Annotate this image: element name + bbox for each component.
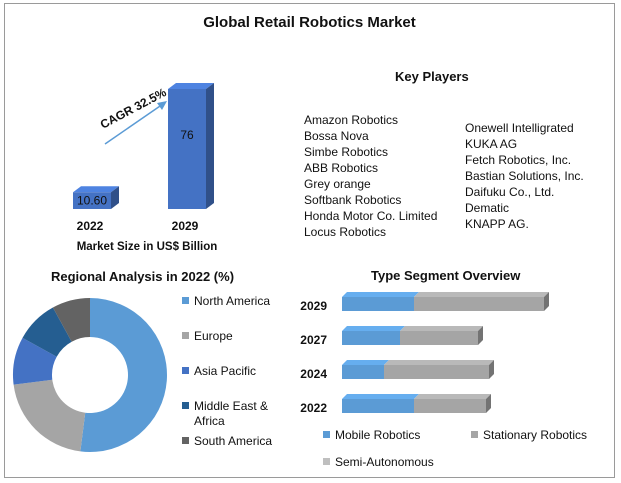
donut-slice-middle-east-africa xyxy=(22,307,72,357)
donut-slice-north-america xyxy=(80,298,167,452)
donut-slice-south-america xyxy=(52,298,90,342)
legend-swatch xyxy=(471,431,478,438)
segment-chart-title: Type Segment Overview xyxy=(371,268,521,283)
market-bar-value-2029: 76 xyxy=(180,128,194,142)
segment-tick-2027: 2027 xyxy=(300,333,327,347)
key-player-item: Onewell Intelligrated xyxy=(465,121,574,135)
legend-label: North America xyxy=(194,294,271,308)
market-tick-2022: 2022 xyxy=(77,219,104,233)
page-title: Global Retail Robotics Market xyxy=(203,14,416,31)
donut-slice-europe xyxy=(13,379,86,452)
segment-bar-2024-mobile-robotics xyxy=(342,360,389,379)
region-legend-item: Middle East & Africa xyxy=(182,399,268,429)
donut-slice-asia-pacific xyxy=(13,337,57,385)
region-legend-item: North America xyxy=(182,294,270,308)
segment-bar-2024-stationary-robotics xyxy=(384,360,494,379)
legend-label: South America xyxy=(194,434,273,448)
segment-bar-2029-stationary-robotics xyxy=(414,292,549,311)
legend-swatch xyxy=(182,437,189,444)
cagr-arrow-head xyxy=(157,101,167,110)
key-player-item: Fetch Robotics, Inc. xyxy=(465,153,572,167)
segment-tick-2022: 2022 xyxy=(300,401,327,415)
cagr-arrow xyxy=(104,103,164,145)
key-player-item: Bastian Solutions, Inc. xyxy=(465,169,584,183)
key-player-item: Daifuku Co., Ltd. xyxy=(465,185,555,199)
region-legend-item: Europe xyxy=(182,329,233,343)
segment-bar-2027-stationary-robotics xyxy=(400,326,483,345)
legend-label: Europe xyxy=(194,329,233,343)
region-legend-item: Asia Pacific xyxy=(182,364,256,378)
segment-tick-2024: 2024 xyxy=(300,367,327,381)
segment-bar-2027-mobile-robotics xyxy=(342,326,405,345)
key-player-item: KUKA AG xyxy=(465,137,518,151)
market-size-chart: 10.60 2022 76 2029 Market Size in US$ Billio… xyxy=(13,83,549,452)
legend-label: Middle East & Africa xyxy=(194,399,269,428)
legend-label: Mobile Robotics xyxy=(335,428,421,442)
segment-tick-2029: 2029 xyxy=(300,299,327,313)
market-tick-2029: 2029 xyxy=(172,219,199,233)
key-player-item: Dematic xyxy=(465,201,510,215)
legend-swatch xyxy=(182,402,189,409)
legend-label: Semi-Autonomous xyxy=(335,455,434,469)
segment-legend-item: Semi-Autonomous xyxy=(323,455,434,469)
segment-bar-2022-stationary-robotics xyxy=(414,394,491,413)
key-player-item: KNAPP AG. xyxy=(465,217,529,231)
regional-chart-title: Regional Analysis in 2022 (%) xyxy=(51,269,235,284)
segment-bar-2022-mobile-robotics xyxy=(342,394,419,413)
key-player-item: Grey orange xyxy=(304,177,371,191)
segment-bar-2029-mobile-robotics xyxy=(342,292,419,311)
legend-swatch xyxy=(182,332,189,339)
key-player-item: Locus Robotics xyxy=(304,225,387,239)
segment-legend-item: Stationary Robotics xyxy=(471,428,587,442)
legend-label: Stationary Robotics xyxy=(483,428,588,442)
market-x-label: Market Size in US$ Billion xyxy=(77,241,218,253)
key-player-item: Simbe Robotics xyxy=(304,145,389,159)
key-players-right-list: Onewell Intelligrated KUKA AG Fetch Roboti… xyxy=(465,120,584,232)
key-player-item: ABB Robotics xyxy=(304,161,379,175)
legend-label: Asia Pacific xyxy=(194,364,257,378)
region-legend-item: South America xyxy=(182,434,272,448)
market-bar-2029 xyxy=(168,83,214,209)
infographic-frame: Global Retail Robotics Market 10.60 2022 7… xyxy=(4,3,615,478)
key-player-item: Bossa Nova xyxy=(304,129,369,143)
legend-swatch xyxy=(323,458,330,465)
market-bar-value-2022: 10.60 xyxy=(77,194,107,208)
legend-swatch xyxy=(182,297,189,304)
key-player-item: Honda Motor Co. Limited xyxy=(304,209,438,223)
market-bar-2022 xyxy=(73,186,119,209)
legend-swatch xyxy=(182,367,189,374)
segment-legend-item: Mobile Robotics xyxy=(323,428,420,442)
key-players-title: Key Players xyxy=(395,69,469,84)
key-player-item: Softbank Robotics xyxy=(304,193,402,207)
key-players-left-list: Amazon Robotics Bossa Nova Simbe Robotics A… xyxy=(304,112,437,240)
key-player-item: Amazon Robotics xyxy=(304,113,399,127)
legend-swatch xyxy=(323,431,330,438)
